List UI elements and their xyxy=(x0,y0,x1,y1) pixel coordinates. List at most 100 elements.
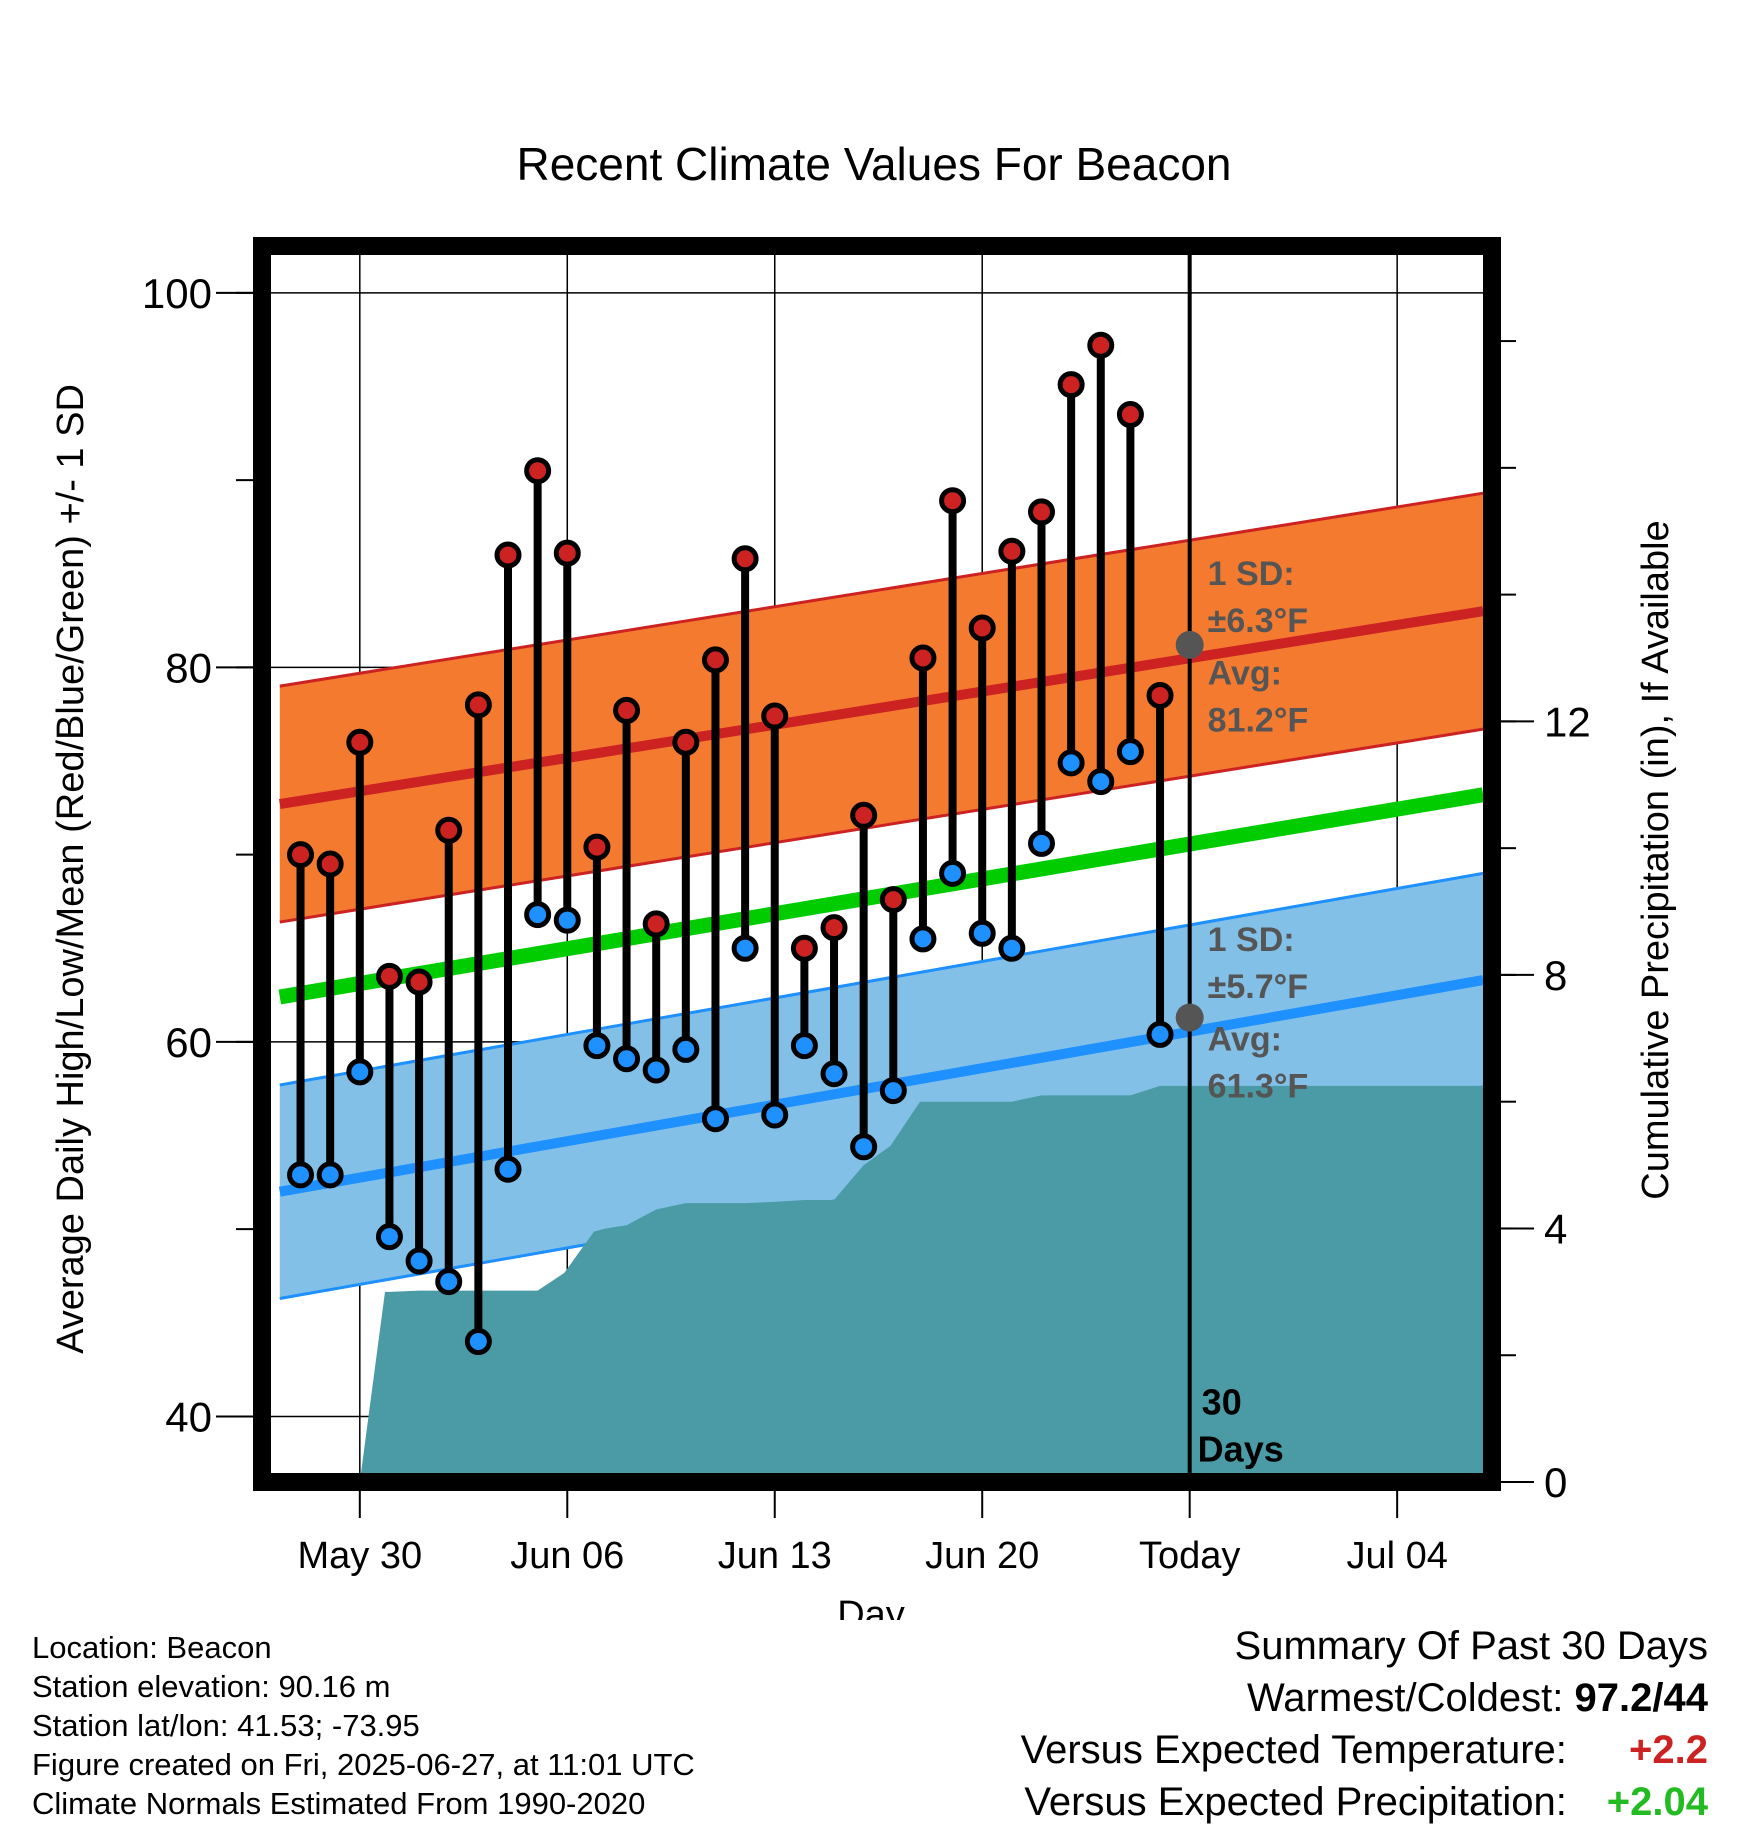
low-avg-marker xyxy=(1175,1003,1204,1032)
high-temp-point xyxy=(939,487,967,515)
low-temp-point xyxy=(1057,749,1085,777)
low-temp-point xyxy=(494,1155,522,1183)
high-temp-point xyxy=(701,646,729,674)
low-temp-point xyxy=(613,1045,641,1073)
low-temp-point xyxy=(672,1035,700,1063)
low-temp-point xyxy=(316,1161,344,1189)
low-temp-point xyxy=(553,906,581,934)
x-axis-label: Day xyxy=(837,1594,905,1620)
high-temp-point xyxy=(642,910,670,938)
high-temp-point xyxy=(850,801,878,829)
left-tick-label: 80 xyxy=(165,644,212,691)
low-temp-point xyxy=(701,1105,729,1133)
x-tick-label: Today xyxy=(1139,1535,1240,1577)
plot-frame xyxy=(253,237,1501,1491)
low-temp-point xyxy=(879,1077,907,1105)
low-temp-point xyxy=(375,1223,403,1251)
low-temp-point xyxy=(998,934,1026,962)
low-temp-point xyxy=(435,1268,463,1296)
high-temp-point xyxy=(1027,498,1055,526)
plot-area: 1 SD: ±6.3°F Avg: 81.2°F 1 SD: ±5.7°F Avg: 61.3… xyxy=(142,237,1591,1577)
high-avg-marker xyxy=(1175,630,1204,659)
low-temp-point xyxy=(464,1328,492,1356)
high-temp-point xyxy=(316,850,344,878)
high-temp-point xyxy=(613,696,641,724)
period-unit: Days xyxy=(1198,1428,1284,1469)
left-tick-label: 60 xyxy=(165,1019,212,1066)
high-temp-point xyxy=(346,728,374,756)
normals-text: Climate Normals Estimated From 1990-2020 xyxy=(32,1786,646,1821)
low-temp-point xyxy=(1146,1020,1174,1048)
high-temp-point xyxy=(1087,331,1115,359)
precip-departure-value: +2.04 xyxy=(1606,1780,1708,1824)
summary-title: Summary Of Past 30 Days xyxy=(1234,1624,1708,1668)
temp-departure-label: Versus Expected Temperature: xyxy=(1020,1728,1567,1772)
high-temp-point xyxy=(968,614,996,642)
low-temp-point xyxy=(1087,768,1115,796)
low-avg-value: 61.3°F xyxy=(1208,1067,1309,1105)
high-avg-label: Avg: xyxy=(1208,654,1282,692)
precip-departure-label: Versus Expected Precipitation: xyxy=(1024,1780,1567,1824)
high-temp-point xyxy=(1146,681,1174,709)
low-temp-point xyxy=(968,919,996,947)
high-temp-point xyxy=(761,702,789,730)
x-tick-label: Jun 06 xyxy=(510,1535,624,1577)
temp-departure-row: Versus Expected Temperature: +2.2 xyxy=(1021,1724,1708,1776)
precip-departure-row: Versus Expected Precipitation: +2.04 xyxy=(1021,1776,1708,1828)
low-temp-point xyxy=(731,934,759,962)
high-temp-point xyxy=(287,841,315,869)
left-axis-label: Average Daily High/Low/Mean (Red/Blue/Gr… xyxy=(50,384,92,1354)
period-number: 30 xyxy=(1202,1382,1242,1423)
warmest-coldest-value: 97.2/44 xyxy=(1574,1676,1708,1720)
low-temp-point xyxy=(939,859,967,887)
temp-departure-value: +2.2 xyxy=(1629,1728,1708,1772)
high-temp-point xyxy=(524,457,552,485)
low-sd-value: ±5.7°F xyxy=(1208,968,1308,1006)
created-text: Figure created on Fri, 2025-06-27, at 11… xyxy=(32,1747,695,1782)
low-temp-point xyxy=(405,1247,433,1275)
chart-title: Recent Climate Values For Beacon xyxy=(516,138,1231,190)
high-temp-point xyxy=(494,541,522,569)
right-tick-label: 0 xyxy=(1544,1459,1567,1506)
high-temp-point xyxy=(998,537,1026,565)
warmest-coldest-row: Warmest/Coldest: 97.2/44 xyxy=(1021,1672,1708,1724)
low-temp-point xyxy=(1116,738,1144,766)
left-tick-label: 40 xyxy=(165,1393,212,1440)
low-temp-point xyxy=(346,1058,374,1086)
low-temp-point xyxy=(761,1101,789,1129)
low-temp-point xyxy=(583,1032,611,1060)
right-axis-label: Cumulative Precipitation (in), If Availa… xyxy=(1635,520,1677,1199)
station-info: Location: Beacon Station elevation: 90.1… xyxy=(32,1628,695,1823)
right-tick-label: 8 xyxy=(1544,952,1567,999)
high-temp-point xyxy=(405,968,433,996)
location-text: Location: Beacon xyxy=(32,1630,272,1665)
high-temp-point xyxy=(583,833,611,861)
precipitation-area xyxy=(359,1085,1484,1482)
high-temp-point xyxy=(553,539,581,567)
climate-chart: Recent Climate Values For Beacon 1 SD: ±6… xyxy=(50,138,1677,1620)
high-temp-point xyxy=(1116,401,1144,429)
low-temp-point xyxy=(524,901,552,929)
high-sd-label: 1 SD: xyxy=(1208,555,1295,593)
high-sd-value: ±6.3°F xyxy=(1208,602,1308,640)
high-temp-point xyxy=(731,545,759,573)
high-temp-point xyxy=(879,886,907,914)
x-tick-label: May 30 xyxy=(297,1535,422,1577)
right-tick-label: 4 xyxy=(1544,1205,1567,1252)
latlon-text: Station lat/lon: 41.53; -73.95 xyxy=(32,1708,420,1743)
high-temp-point xyxy=(672,728,700,756)
low-temp-point xyxy=(1027,829,1055,857)
low-sd-label: 1 SD: xyxy=(1208,921,1295,959)
high-avg-value: 81.2°F xyxy=(1208,701,1309,739)
x-tick-label: Jun 20 xyxy=(925,1535,1039,1577)
summary-panel: Summary Of Past 30 Days Warmest/Coldest:… xyxy=(1021,1620,1708,1828)
high-sd-band-upper-edge xyxy=(279,491,1484,688)
right-tick-label: 12 xyxy=(1544,698,1591,745)
warmest-coldest-label: Warmest/Coldest: xyxy=(1247,1676,1564,1720)
low-temp-point xyxy=(642,1056,670,1084)
high-temp-point xyxy=(909,644,937,672)
low-avg-label: Avg: xyxy=(1208,1020,1282,1058)
low-temp-point xyxy=(820,1060,848,1088)
low-temp-point xyxy=(790,1032,818,1060)
left-tick-label: 100 xyxy=(142,270,212,317)
